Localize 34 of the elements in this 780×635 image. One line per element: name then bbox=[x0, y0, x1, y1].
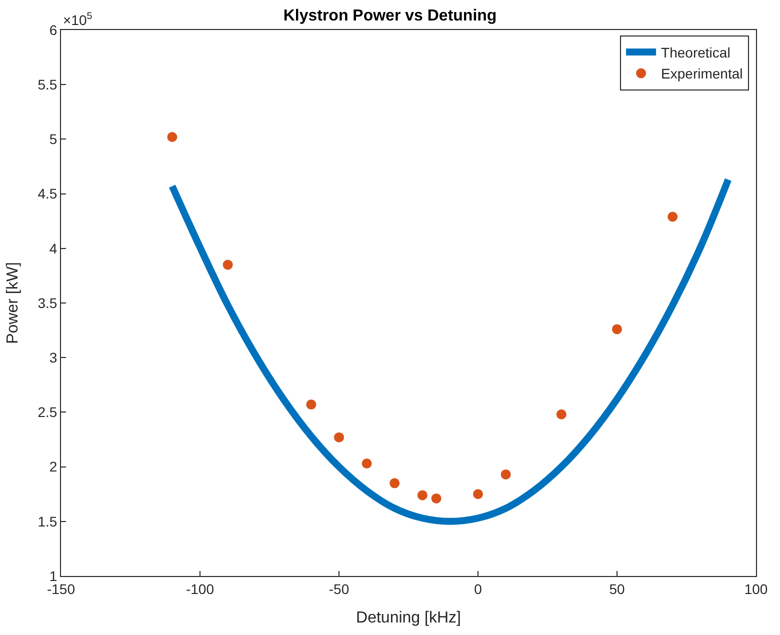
x-tick-label: 100 bbox=[744, 580, 768, 597]
point bbox=[500, 469, 511, 480]
legend-label: Theoretical bbox=[661, 44, 730, 61]
y-tick-label: 2.5 bbox=[38, 404, 58, 420]
y-tick-label: 1.5 bbox=[38, 513, 58, 530]
point bbox=[612, 324, 622, 334]
point bbox=[362, 458, 372, 469]
x-axis-title: Detuning [kHz] bbox=[356, 610, 461, 626]
y-tick-label: 3.5 bbox=[38, 294, 58, 311]
y-tick-label: 6 bbox=[49, 22, 58, 38]
x-tick-label: -50 bbox=[328, 580, 350, 597]
chart-title: Klystron Power vs Detuning bbox=[283, 8, 497, 25]
point bbox=[306, 400, 316, 410]
point bbox=[390, 478, 400, 488]
x-tick-label: 0 bbox=[474, 580, 482, 597]
point bbox=[473, 489, 483, 500]
y-tick-label: 3 bbox=[49, 350, 58, 366]
point bbox=[417, 490, 428, 500]
point bbox=[668, 212, 678, 222]
legend-label: Experimental bbox=[661, 66, 743, 82]
x-tick-label: -100 bbox=[186, 580, 214, 597]
x-tick-label: 50 bbox=[609, 580, 625, 597]
y-axis-title: Power [kW] bbox=[4, 262, 22, 344]
point bbox=[167, 132, 178, 142]
point bbox=[556, 409, 566, 420]
y-tick-label: 4.5 bbox=[38, 186, 58, 202]
y-tick-label: 4 bbox=[49, 240, 58, 256]
point bbox=[431, 493, 442, 504]
point bbox=[222, 260, 233, 270]
text: ×10$^{5}$ bbox=[63, 11, 93, 28]
point bbox=[334, 432, 344, 442]
y-tick-label: 2 bbox=[49, 458, 58, 475]
y-tick-label: 5 bbox=[49, 131, 58, 148]
y-tick-label: 5.5 bbox=[38, 76, 58, 92]
